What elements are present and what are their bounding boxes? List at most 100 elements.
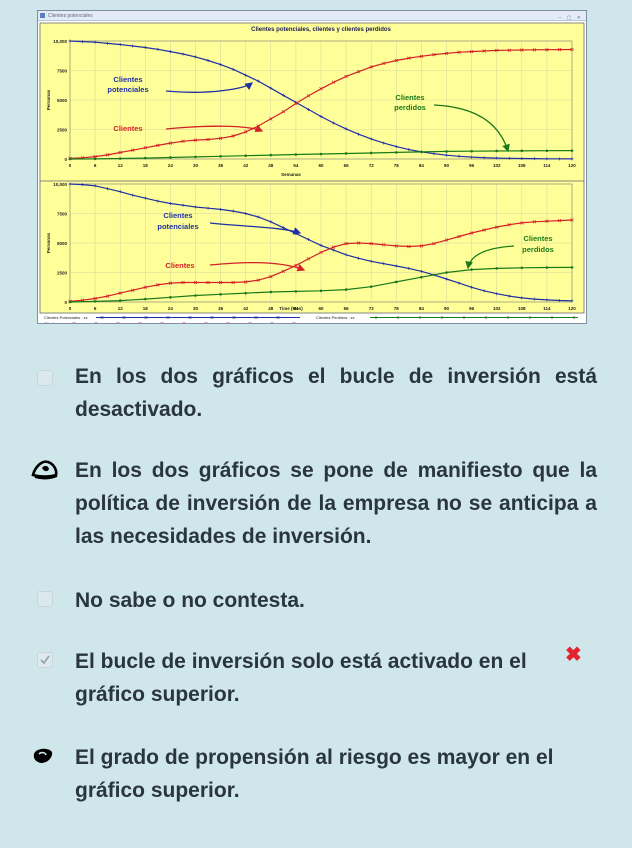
chart-2-xtick-label: 18: [143, 306, 149, 311]
chart-2-point: [394, 264, 398, 268]
window-titlebar: Clientes potenciales – ▢ ✕: [38, 11, 586, 21]
chart-2-point: [457, 281, 461, 285]
chart-1-point: [281, 110, 286, 114]
chart-1-xtick-label: 72: [369, 163, 375, 168]
chart-1-annotation-arrow: [165, 82, 254, 93]
chart-1-xtick-label: 54: [293, 163, 299, 168]
chart-legend-marker: [528, 316, 532, 319]
chart-1-annotation-label: Clientes: [113, 75, 142, 84]
chart-1-point: [106, 41, 110, 45]
chart-1-point: [482, 49, 486, 53]
chart-legend-marker: [166, 315, 170, 320]
chart-1-point: [118, 157, 122, 160]
chart-2-ytick-label: 7500: [57, 212, 68, 217]
chart-2-point: [545, 298, 549, 302]
chart-1-point: [168, 141, 173, 145]
chart-legend-marker: [396, 316, 400, 319]
chart-2-point: [143, 196, 147, 200]
chart-2-annotation-label: perdidos: [522, 245, 554, 254]
chart-2-point: [219, 293, 222, 296]
chart-legend-marker: [210, 315, 214, 320]
chart-2-point: [570, 266, 574, 269]
chart-2-ytick-label: 2500: [57, 271, 68, 276]
chart-2-point: [256, 278, 260, 282]
chart-1-xtick-label: 84: [419, 163, 425, 168]
chart-2-ytick-label: 10,000: [53, 182, 67, 187]
chart-1-xtick-label: 90: [444, 163, 450, 168]
chart-1-point: [243, 130, 248, 134]
chart-2-point: [143, 285, 148, 289]
chart-1-annotation-label: Clientes: [113, 124, 142, 133]
chart-2-point: [344, 241, 348, 246]
chart-2-point: [181, 280, 185, 285]
chart-legend-marker: [138, 321, 142, 323]
chart-1-xtick-label: 114: [543, 163, 551, 168]
chart-1-point: [319, 87, 323, 91]
hand-drawn-mark-icon: [31, 460, 58, 480]
chart-1-point: [382, 141, 386, 145]
chart-1-point: [369, 151, 373, 155]
chart-2-xtick-label: 0: [69, 306, 72, 311]
chart-2-point: [445, 271, 448, 274]
chart-2-annotation-label: Clientes: [163, 211, 192, 220]
chart-legend-marker: [440, 316, 444, 319]
chart-2-point: [520, 296, 524, 300]
option-3-checkbox[interactable]: [37, 591, 53, 607]
chart-2-point: [557, 298, 561, 302]
chart-legend-marker: [204, 321, 208, 323]
chart-1-point: [156, 47, 160, 51]
chart-1-xtick-label: 48: [268, 163, 274, 168]
chart-1-point: [495, 149, 499, 153]
chart-1-ytick-label: 2500: [57, 128, 68, 133]
chart-1-xtick-label: 30: [193, 163, 199, 168]
chart-legend-marker: [72, 321, 76, 323]
chart-legend-marker: [254, 315, 258, 320]
chart-2-point: [169, 295, 172, 299]
chart-1-point: [507, 48, 511, 52]
chart-2-point: [244, 291, 247, 295]
chart-2-point: [294, 290, 298, 293]
chart-1-point: [482, 156, 486, 160]
chart-2-point: [432, 241, 436, 246]
option-1-checkbox[interactable]: [37, 370, 53, 386]
chart-1-point: [143, 146, 148, 150]
chart-1-annotation-label: perdidos: [394, 103, 426, 112]
chart-2-ylabel: Personas: [46, 232, 51, 253]
chart-1-point: [331, 80, 336, 85]
chart-2-point: [144, 297, 147, 301]
window-controls: – ▢ ✕: [558, 15, 583, 21]
chart-1-point: [344, 152, 348, 155]
chart-legend-marker: [248, 321, 252, 323]
chart-legend-marker: [484, 316, 488, 319]
chart-2-xtick-label: 66: [344, 306, 350, 311]
chart-2-point: [482, 289, 486, 293]
chart-1-point: [181, 139, 185, 144]
chart-1-xtick-label: 60: [318, 163, 324, 168]
option-3-text: No sabe o no contesta.: [75, 589, 305, 612]
chart-1-point: [93, 40, 97, 44]
checkmark-icon: [40, 655, 50, 665]
chart-1-point: [520, 157, 524, 161]
chart-1-ytick-label: 7500: [57, 69, 68, 74]
option-4-checkbox[interactable]: [37, 652, 53, 668]
hand-drawn-mark-icon: [33, 748, 53, 763]
chart-2-xtick-label: 12: [118, 306, 124, 311]
chart-2-point: [444, 238, 449, 242]
chart-legend-marker: [462, 316, 466, 319]
chart-1-point: [520, 149, 524, 153]
chart-2-point: [281, 269, 286, 274]
chart-legend-marker: [550, 316, 554, 319]
chart-1-point: [445, 150, 448, 153]
chart-1-point: [169, 156, 172, 159]
chart-2-point: [570, 218, 574, 222]
chart-1-point: [470, 149, 473, 153]
chart-1-point: [206, 58, 210, 62]
chart-legend-marker: [506, 316, 510, 319]
chart-1-ylabel: Personas: [46, 89, 51, 110]
chart-2-point: [269, 290, 273, 294]
chart-2-point: [407, 244, 411, 249]
chart-legend-marker: [270, 321, 274, 323]
chart-1-xtick-label: 24: [168, 163, 174, 168]
chart-1-point: [545, 149, 549, 153]
chart-2-point: [181, 203, 185, 207]
